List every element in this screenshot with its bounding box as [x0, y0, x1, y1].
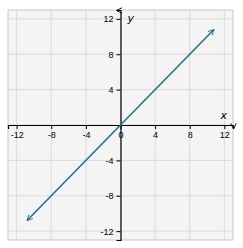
tick-mark	[117, 160, 121, 161]
plot: -12-8-404812-12-8-44812xy	[8, 10, 234, 241]
tick-label: -4	[105, 156, 113, 166]
tick-mark	[51, 125, 52, 129]
tick-label: -8	[105, 191, 113, 201]
marks	[27, 29, 214, 220]
tick-mark	[190, 125, 191, 129]
tick: -8	[105, 191, 120, 201]
x-axis-title: x	[219, 109, 227, 122]
tick: 8	[188, 125, 193, 140]
tick-label: 12	[220, 130, 230, 140]
tick: -4	[105, 156, 120, 166]
tick: 8	[108, 50, 120, 60]
tick-label: -4	[82, 130, 90, 140]
chart: -12-8-404812-12-8-44812xy	[0, 0, 243, 248]
tick: 4	[153, 125, 158, 140]
y-axis-title: y	[127, 12, 135, 25]
tick-mark	[117, 196, 121, 197]
tick-label: -8	[48, 130, 56, 140]
tick-label: 4	[153, 130, 158, 140]
tick-label: 8	[188, 130, 193, 140]
tick-mark	[224, 125, 225, 129]
tick-label: -12	[11, 130, 24, 140]
tick: 12	[220, 125, 230, 140]
y-axis: -12 -8 -4 4 8 12	[100, 11, 121, 241]
grid	[8, 10, 233, 240]
tick: -8	[48, 125, 56, 140]
tick-mark	[155, 125, 156, 129]
tick-label: -12	[100, 227, 113, 237]
tick-mark	[117, 19, 121, 20]
tick-label: 4	[108, 85, 113, 95]
tick: -4	[82, 125, 90, 140]
tick-label: 12	[103, 14, 113, 24]
tick: -12	[11, 125, 24, 140]
plot-area	[8, 10, 233, 240]
tick: 12	[103, 14, 120, 24]
tick: 4	[108, 85, 120, 95]
tick-mark	[86, 125, 87, 129]
tick-mark	[117, 90, 121, 91]
tick-mark	[17, 125, 18, 129]
tick: -12	[100, 227, 120, 237]
tick-label: 8	[108, 50, 113, 60]
tick-mark	[117, 54, 121, 55]
line	[27, 29, 214, 220]
tick-mark	[117, 231, 121, 232]
